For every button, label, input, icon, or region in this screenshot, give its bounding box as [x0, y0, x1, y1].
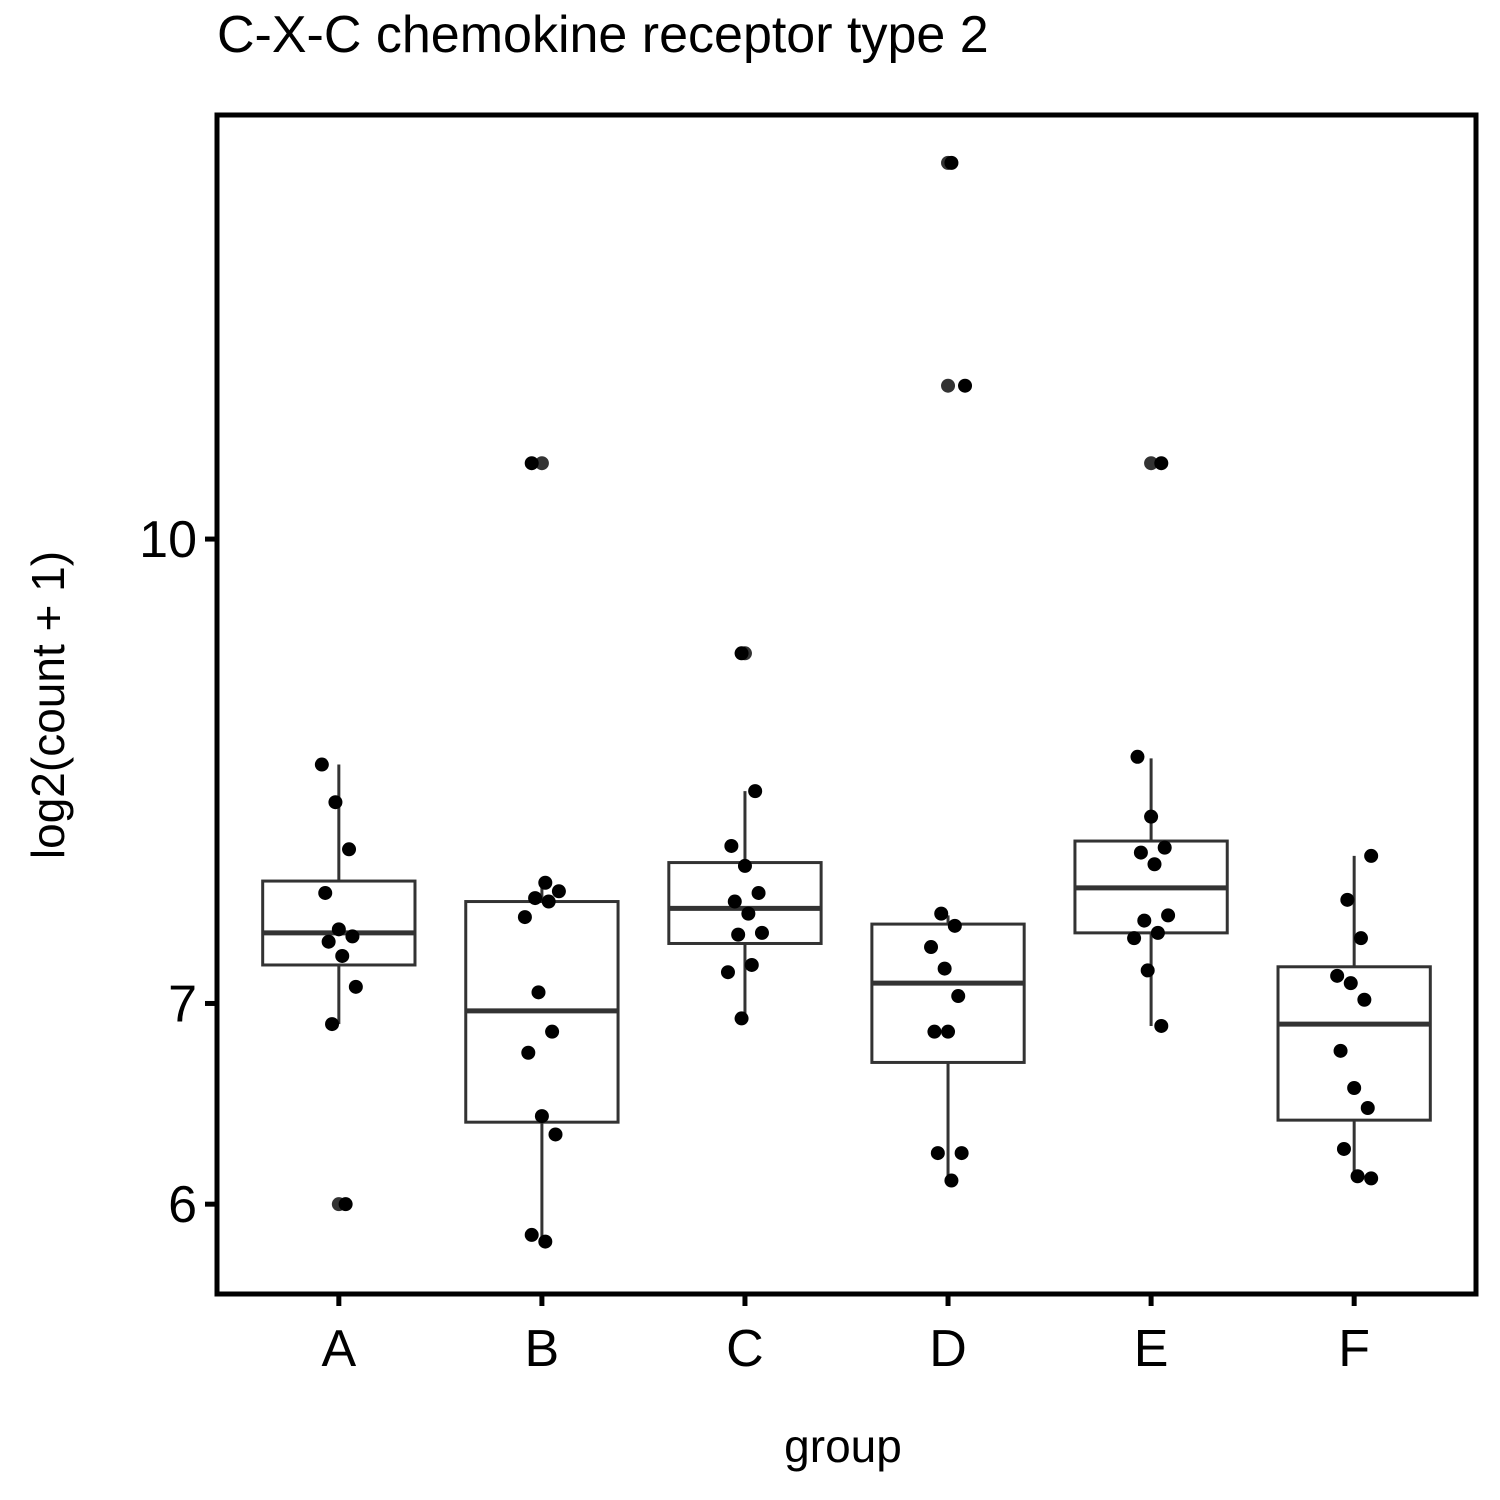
point: [947, 918, 962, 933]
point: [1154, 1018, 1169, 1033]
point: [1333, 1043, 1348, 1058]
point: [1127, 931, 1142, 946]
point: [1133, 845, 1148, 860]
point: [754, 925, 769, 940]
point: [328, 795, 343, 810]
point: [727, 894, 742, 909]
point: [1330, 968, 1345, 983]
point: [1353, 931, 1368, 946]
box: [870, 922, 1026, 1064]
point: [1147, 857, 1162, 872]
point: [321, 934, 336, 949]
x-tick-label: F: [1338, 1320, 1370, 1378]
point: [1347, 1080, 1362, 1095]
point: [930, 1146, 945, 1161]
point: [1161, 908, 1176, 923]
point: [1154, 456, 1169, 471]
x-tick-label: E: [1134, 1320, 1169, 1378]
point: [528, 891, 543, 906]
point: [1364, 848, 1379, 863]
point: [348, 979, 363, 994]
outlier: [941, 378, 956, 393]
point: [937, 961, 952, 976]
point: [954, 1146, 969, 1161]
point: [342, 842, 357, 857]
point: [951, 989, 966, 1004]
x-tick-label: A: [321, 1320, 356, 1378]
point: [941, 1024, 956, 1039]
point: [1150, 925, 1165, 940]
point: [1360, 1100, 1375, 1115]
point: [1343, 976, 1358, 991]
point: [318, 885, 333, 900]
point: [345, 929, 360, 944]
point: [335, 948, 350, 963]
point: [314, 757, 329, 772]
point: [1350, 1169, 1365, 1184]
point: [1130, 749, 1145, 764]
x-tick-label: D: [929, 1320, 967, 1378]
y-axis-label: log2(count + 1): [22, 551, 74, 859]
point: [934, 906, 949, 921]
point: [944, 155, 959, 170]
point: [1137, 913, 1152, 928]
point: [325, 1017, 340, 1032]
chart-title: C-X-C chemokine receptor type 2: [217, 6, 989, 64]
point: [534, 1109, 549, 1124]
point: [1144, 809, 1159, 824]
point: [551, 884, 566, 899]
point: [517, 910, 532, 925]
point: [548, 1127, 563, 1142]
x-axis-label: group: [784, 1420, 902, 1472]
point: [531, 985, 546, 1000]
point: [338, 1197, 353, 1212]
box: [1276, 965, 1432, 1122]
x-tick-label: C: [726, 1320, 764, 1378]
point: [1357, 992, 1372, 1007]
point: [331, 922, 346, 937]
point: [734, 646, 749, 661]
point: [927, 1024, 942, 1039]
point: [524, 456, 539, 471]
point: [724, 838, 739, 853]
y-tick-label: 6: [168, 1176, 197, 1234]
point: [1364, 1171, 1379, 1186]
point: [1336, 1141, 1351, 1156]
point: [744, 957, 759, 972]
y-tick-label: 7: [168, 975, 197, 1033]
point: [734, 1011, 749, 1026]
box: [667, 861, 823, 945]
point: [731, 927, 746, 942]
point: [748, 784, 763, 799]
point: [944, 1173, 959, 1188]
x-tick-label: B: [525, 1320, 560, 1378]
outlier: [534, 456, 549, 471]
point: [1157, 840, 1172, 855]
point: [958, 378, 973, 393]
plot-frame: [214, 112, 1479, 1297]
point: [524, 1227, 539, 1242]
y-tick-label: 10: [139, 511, 197, 569]
point: [538, 1234, 553, 1249]
point: [538, 875, 553, 890]
outlier: [1144, 456, 1159, 471]
point: [737, 858, 752, 873]
point: [720, 965, 735, 980]
point: [545, 1024, 560, 1039]
point: [1340, 892, 1355, 907]
point: [521, 1045, 536, 1060]
point: [924, 940, 939, 955]
point: [541, 894, 556, 909]
point: [741, 906, 756, 921]
point: [1140, 963, 1155, 978]
point: [751, 885, 766, 900]
